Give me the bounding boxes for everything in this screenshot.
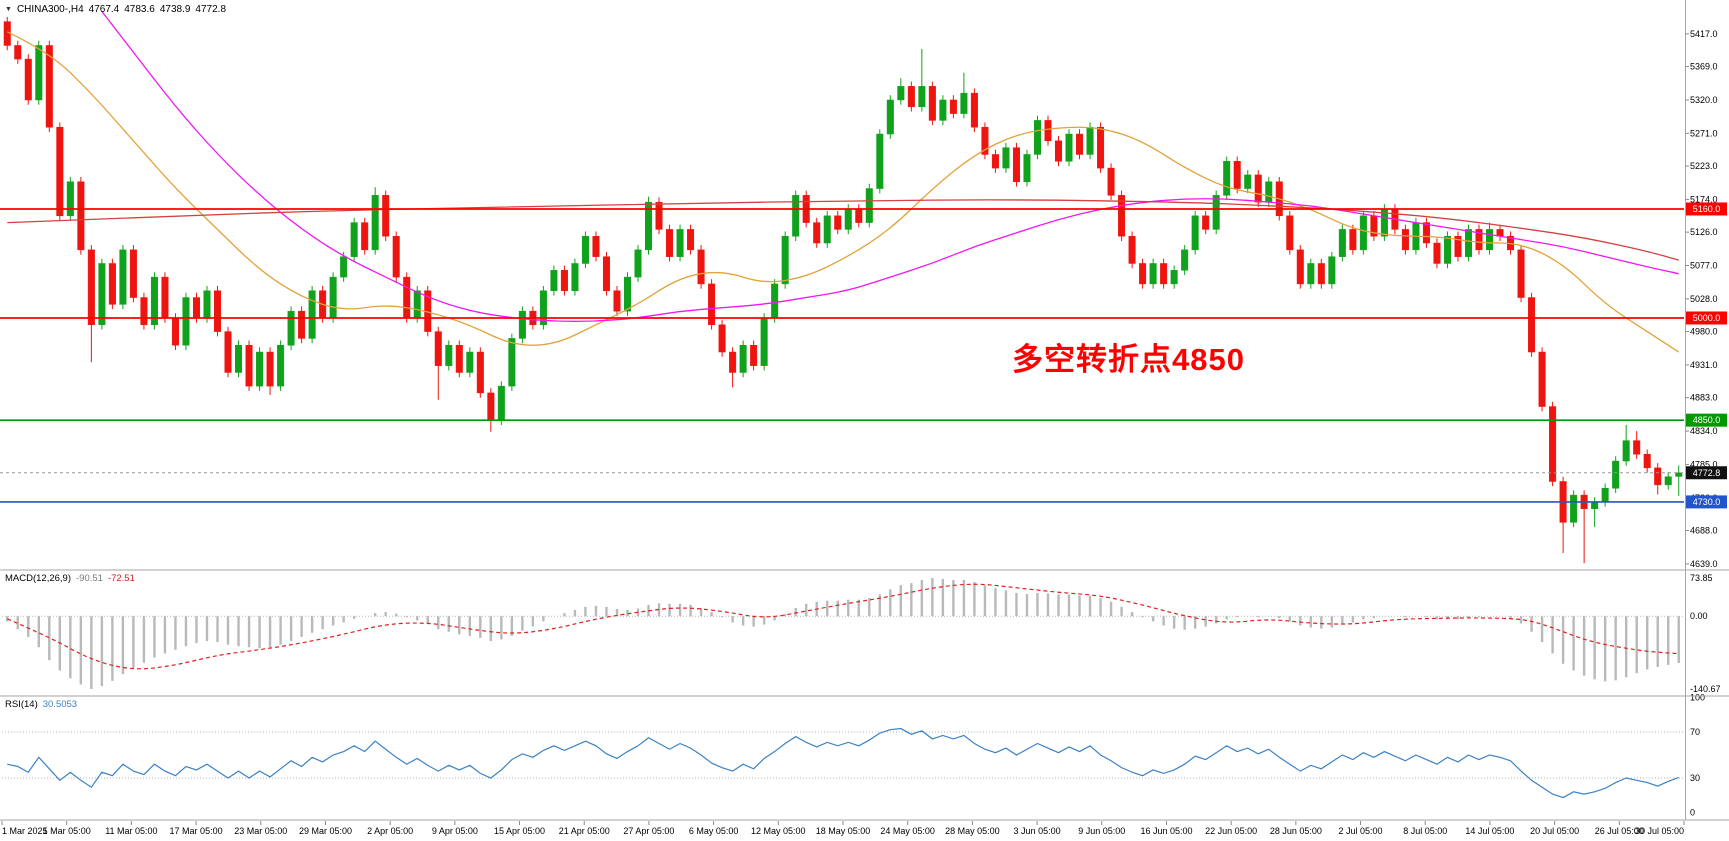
price-tick-label: 5174.0	[1690, 194, 1718, 204]
price-badge-4850.0	[1686, 413, 1727, 427]
time-tick-label: 23 Mar 05:00	[234, 826, 287, 836]
price-badge-4730.0-text: 4730.0	[1693, 497, 1721, 507]
price-tick-label: 4834.0	[1690, 426, 1718, 436]
current-price-badge	[1686, 466, 1727, 480]
time-tick-label: 11 Mar 05:00	[105, 826, 157, 836]
price-tick-label: 4980.0	[1690, 327, 1718, 337]
price-tick-label: 5028.0	[1690, 294, 1718, 304]
time-tick-label: 9 Apr 05:00	[432, 826, 478, 836]
price-tick-label: 4639.0	[1690, 559, 1718, 569]
time-tick-label: 8 Jul 05:00	[1403, 826, 1447, 836]
price-tick-label: 5223.0	[1690, 161, 1718, 171]
price-tick-label: 5271.0	[1690, 128, 1718, 138]
time-tick-label: 3 Jun 05:00	[1014, 826, 1061, 836]
time-tick-label: 30 Jul 05:00	[1635, 826, 1684, 836]
price-badge-5000.0-text: 5000.0	[1693, 313, 1721, 323]
time-tick-label: 20 Jul 05:00	[1530, 826, 1579, 836]
time-tick-label: 24 May 05:00	[880, 826, 935, 836]
time-tick-label: 17 Mar 05:00	[170, 826, 223, 836]
ohlc-open: 4767.4	[88, 4, 120, 15]
symbol-dropdown-icon[interactable]: ▼	[5, 6, 12, 13]
macd-signal-value: -72.51	[107, 573, 135, 584]
price-tick-label: 5126.0	[1690, 227, 1718, 237]
rsi-line	[7, 727, 1679, 799]
time-tick-label: 15 Apr 05:00	[494, 826, 545, 836]
price-tick-label: 5077.0	[1690, 261, 1718, 271]
price-badge-4850.0-text: 4850.0	[1693, 415, 1721, 425]
rsi-scale-label: 100	[1690, 693, 1705, 703]
price-tick-label: 4785.0	[1690, 459, 1718, 469]
macd-panel[interactable]: 73.85 0.00 -140.67	[2, 573, 1721, 694]
macd-histogram	[6, 578, 1680, 689]
macd-name: MACD(12,26,9)	[5, 573, 71, 584]
price-badge-4730.0	[1686, 495, 1727, 509]
macd-scale-label: -140.67	[1690, 684, 1721, 694]
rsi-name: RSI(14)	[5, 699, 38, 710]
rsi-value: 30.5053	[42, 699, 78, 710]
macd-signal-line	[7, 583, 1679, 670]
time-tick-label: 27 Apr 05:00	[623, 826, 674, 836]
price-badge-5000.0	[1686, 311, 1727, 325]
time-tick-label: 22 Jun 05:00	[1205, 826, 1257, 836]
price-tick-label: 4883.0	[1690, 393, 1718, 403]
time-tick-label: 16 Jun 05:00	[1140, 826, 1192, 836]
main-chart-panel[interactable]	[0, 11, 1684, 564]
macd-value: -90.51	[76, 573, 103, 584]
rsi-scale-label: 0	[1690, 808, 1695, 818]
time-tick-label: 5 Mar 05:00	[43, 826, 91, 836]
price-badge-5160.0	[1686, 202, 1727, 216]
time-tick-label: 26 Jul 05:00	[1595, 826, 1644, 836]
chart-header: ▼ CHINA300-,H4 4767.4 4783.6 4738.9 4772…	[5, 4, 226, 15]
price-tick-label: 4931.0	[1690, 360, 1718, 370]
price-tick-label: 5320.0	[1690, 95, 1718, 105]
time-tick-label: 9 Jun 05:00	[1078, 826, 1125, 836]
price-tick-label: 5369.0	[1690, 62, 1718, 72]
ohlc-high: 4783.6	[124, 4, 155, 15]
price-badge-5160.0-text: 5160.0	[1693, 204, 1721, 214]
time-tick-label: 2 Apr 05:00	[367, 826, 413, 836]
time-tick-label: 1 Mar 2021	[2, 826, 48, 836]
rsi-indicator-label: RSI(14) 30.5053	[5, 699, 77, 710]
time-tick-label: 28 May 05:00	[945, 826, 1000, 836]
time-tick-label: 29 Mar 05:00	[299, 826, 352, 836]
price-tick-label: 4688.0	[1690, 526, 1718, 536]
time-tick-label: 12 May 05:00	[751, 826, 806, 836]
rsi-scale-label: 30	[1690, 773, 1700, 783]
time-tick-label: 14 Jul 05:00	[1465, 826, 1514, 836]
time-tick-label: 2 Jul 05:00	[1339, 826, 1383, 836]
ohlc-close: 4772.8	[195, 4, 227, 15]
price-axis[interactable]: 5417.0 5369.0 5320.0 5271.0 5223.0 5174.0 5126…	[0, 0, 1729, 821]
time-tick-label: 21 Apr 05:00	[559, 826, 610, 836]
rsi-scale-label: 70	[1690, 727, 1700, 737]
ma-fast-orange	[6, 31, 1680, 353]
symbol-title: CHINA300-,H4	[16, 4, 84, 15]
ohlc-low: 4738.9	[159, 4, 191, 15]
ma-mid-magenta	[101, 11, 1679, 323]
time-tick-label: 18 May 05:00	[816, 826, 871, 836]
macd-indicator-label: MACD(12,26,9) -90.51 -72.51	[5, 573, 135, 584]
time-tick-label: 28 Jun 05:00	[1270, 826, 1322, 836]
rsi-panel[interactable]: 100 70 30 0	[2, 693, 1705, 818]
time-tick-label: 6 May 05:00	[689, 826, 739, 836]
candlestick-layer	[3, 16, 1683, 564]
price-tick-label: 5417.0	[1690, 29, 1718, 39]
chart-annotation-text: 多空转折点4850	[1012, 342, 1245, 377]
macd-scale-label: 73.85	[1690, 573, 1713, 583]
macd-scale-label: 0.00	[1690, 611, 1708, 621]
current-price-badge-text: 4772.8	[1693, 468, 1721, 478]
